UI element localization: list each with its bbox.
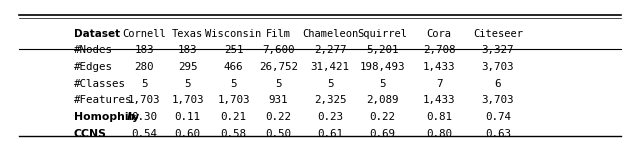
Text: Citeseer: Citeseer	[473, 29, 523, 39]
Text: Homophily: Homophily	[74, 112, 143, 122]
Text: 5: 5	[275, 79, 282, 89]
Text: 0.81: 0.81	[426, 112, 452, 122]
Text: 7: 7	[436, 79, 442, 89]
Text: 295: 295	[178, 62, 197, 72]
Text: 2,708: 2,708	[423, 46, 455, 55]
Text: Film: Film	[266, 29, 291, 39]
Text: 0.11: 0.11	[175, 112, 200, 122]
Text: CCNS: CCNS	[74, 129, 106, 139]
Text: 198,493: 198,493	[360, 62, 406, 72]
Text: 5: 5	[380, 79, 386, 89]
Text: 280: 280	[134, 62, 154, 72]
Text: #Nodes: #Nodes	[74, 46, 113, 55]
Text: 0.80: 0.80	[426, 129, 452, 139]
Text: 5: 5	[141, 79, 147, 89]
Text: 1,703: 1,703	[218, 95, 250, 105]
Text: 1,703: 1,703	[128, 95, 160, 105]
Text: 3,327: 3,327	[482, 46, 514, 55]
Text: 0.60: 0.60	[175, 129, 200, 139]
Text: #Features: #Features	[74, 95, 132, 105]
Text: 3,703: 3,703	[482, 95, 514, 105]
Text: 26,752: 26,752	[259, 62, 298, 72]
Text: 1,433: 1,433	[423, 95, 455, 105]
Text: 0.74: 0.74	[485, 112, 511, 122]
Text: 5: 5	[230, 79, 237, 89]
Text: Chameleon: Chameleon	[302, 29, 358, 39]
Text: 0.23: 0.23	[317, 112, 343, 122]
Text: 0.63: 0.63	[485, 129, 511, 139]
Text: 0.22: 0.22	[266, 112, 291, 122]
Text: 31,421: 31,421	[311, 62, 349, 72]
Text: Dataset: Dataset	[74, 29, 120, 39]
Text: 0.50: 0.50	[266, 129, 291, 139]
Text: Cornell: Cornell	[122, 29, 166, 39]
Text: 0.22: 0.22	[370, 112, 396, 122]
Text: h: h	[127, 112, 134, 122]
Text: 2,325: 2,325	[314, 95, 346, 105]
Text: Cora: Cora	[426, 29, 452, 39]
Text: 931: 931	[269, 95, 288, 105]
Text: 1,703: 1,703	[172, 95, 204, 105]
Text: 5: 5	[184, 79, 191, 89]
Text: #Edges: #Edges	[74, 62, 113, 72]
Text: 0.69: 0.69	[370, 129, 396, 139]
Text: 0.61: 0.61	[317, 129, 343, 139]
Text: 0.21: 0.21	[221, 112, 246, 122]
Text: 183: 183	[134, 46, 154, 55]
Text: 2,277: 2,277	[314, 46, 346, 55]
Text: 0.30: 0.30	[131, 112, 157, 122]
Text: 2,089: 2,089	[367, 95, 399, 105]
Text: 0.54: 0.54	[131, 129, 157, 139]
Text: 466: 466	[224, 62, 243, 72]
Text: 6: 6	[495, 79, 501, 89]
Text: 5: 5	[327, 79, 333, 89]
Text: #Classes: #Classes	[74, 79, 125, 89]
Text: 7,600: 7,600	[262, 46, 294, 55]
Text: 1,433: 1,433	[423, 62, 455, 72]
Text: 183: 183	[178, 46, 197, 55]
Text: 251: 251	[224, 46, 243, 55]
Text: Squirrel: Squirrel	[358, 29, 408, 39]
Text: 5,201: 5,201	[367, 46, 399, 55]
Text: Texas: Texas	[172, 29, 203, 39]
Text: 0.58: 0.58	[221, 129, 246, 139]
Text: 3,703: 3,703	[482, 62, 514, 72]
Text: Wisconsin: Wisconsin	[205, 29, 262, 39]
